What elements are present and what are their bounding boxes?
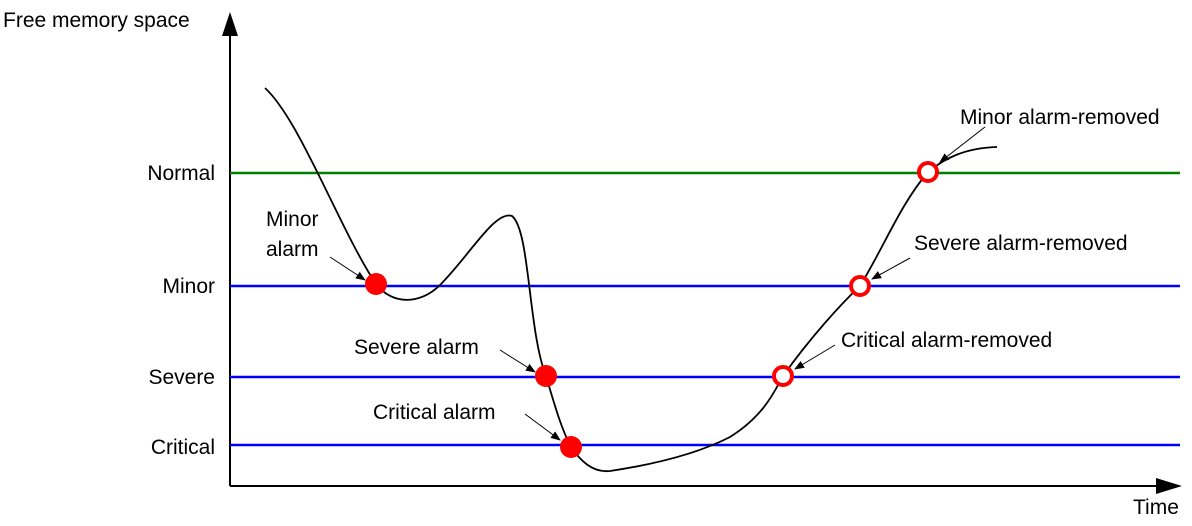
x-axis-arrow-icon bbox=[1156, 478, 1182, 494]
critical-removed-arrow bbox=[794, 344, 836, 370]
critical-removed-marker bbox=[772, 365, 794, 387]
minor-alarm-arrow bbox=[329, 256, 366, 281]
critical-alarm-label: Critical alarm bbox=[373, 401, 496, 424]
minor-removed-arrow bbox=[939, 126, 986, 163]
critical-removed-label: Critical alarm-removed bbox=[841, 329, 1052, 352]
severe-alarm-label: Severe alarm bbox=[354, 336, 479, 359]
critical-alarm-marker bbox=[560, 436, 582, 458]
x-axis-label: Time bbox=[1133, 496, 1179, 519]
minor-alarm-label-line2: alarm bbox=[266, 238, 319, 261]
threshold-label-critical: Critical bbox=[151, 436, 215, 459]
critical-alarm-arrow bbox=[524, 413, 561, 441]
severe-removed-marker bbox=[849, 275, 871, 297]
threshold-label-minor: Minor bbox=[162, 275, 215, 298]
threshold-label-normal: Normal bbox=[147, 162, 215, 185]
minor-removed-marker bbox=[917, 161, 939, 183]
severe-alarm-arrow bbox=[499, 349, 536, 373]
minor-removed-label: Minor alarm-removed bbox=[960, 106, 1160, 129]
minor-alarm-label-line1: Minor bbox=[266, 208, 319, 231]
severe-alarm-marker bbox=[535, 365, 557, 387]
severe-removed-label: Severe alarm-removed bbox=[914, 232, 1128, 255]
minor-alarm-marker bbox=[365, 273, 387, 295]
y-axis-label: Free memory space bbox=[3, 9, 190, 32]
threshold-label-severe: Severe bbox=[148, 366, 215, 389]
severe-removed-arrow bbox=[871, 257, 911, 280]
y-axis-arrow-icon bbox=[222, 12, 238, 36]
